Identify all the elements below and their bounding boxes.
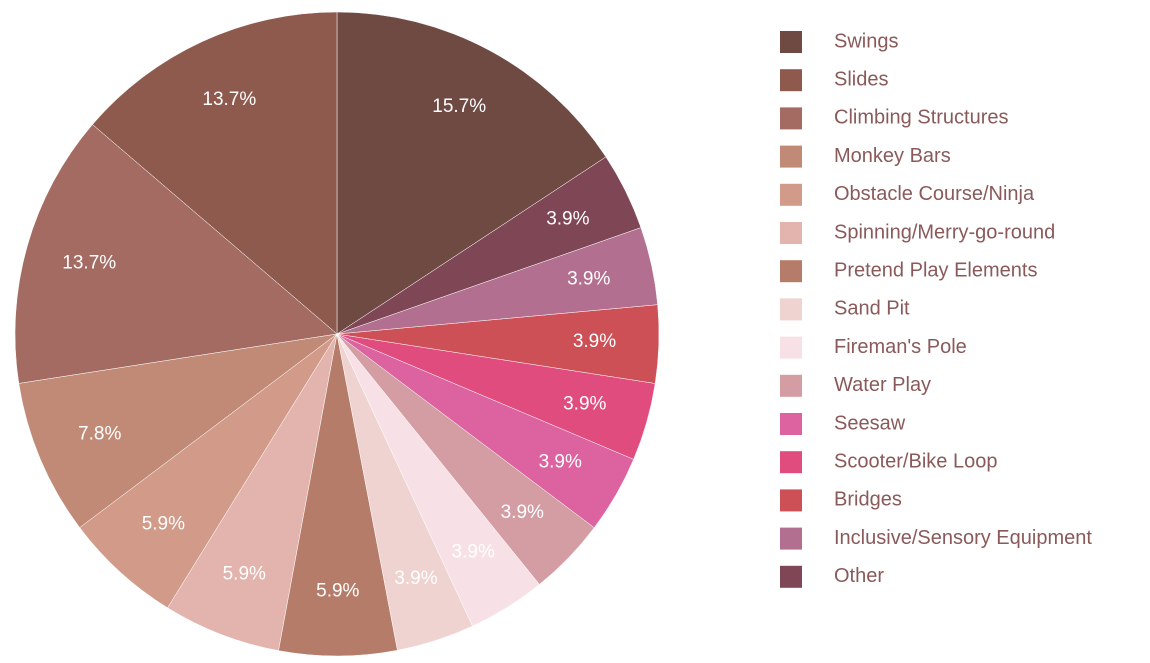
slice-label: 7.8% [78,423,121,444]
slice-label: 3.9% [573,331,616,352]
legend-label: Inclusive/Sensory Equipment [834,527,1092,549]
legend-label: Slides [834,68,888,90]
legend-label: Swings [834,30,898,52]
legend-label: Monkey Bars [834,145,951,167]
legend-swatch [780,222,802,244]
legend-label: Climbing Structures [834,107,1009,129]
legend-swatch [780,145,802,168]
slice-label: 3.9% [452,542,495,563]
legend-label: Seesaw [834,412,906,434]
pie-slice [336,156,642,335]
slice-label: 3.9% [567,268,610,289]
legend-swatch [780,107,802,130]
legend-label: Other [834,565,884,587]
slice-label: 5.9% [316,581,359,602]
legend-swatch [780,298,802,321]
legend-label: Bridges [834,489,902,511]
slice-label: 5.9% [223,563,266,584]
slice-label: 3.9% [563,393,606,414]
pie-slice [92,11,338,335]
slice-label: 13.7% [202,89,256,110]
slice-label: 13.7% [62,253,116,274]
slice-label: 3.9% [546,209,589,230]
legend-swatch [780,413,802,435]
legend-label: Fireman's Pole [834,336,967,358]
legend-label: Obstacle Course/Ninja [834,183,1035,205]
slice-label: 3.9% [539,452,582,473]
pie-slice [14,124,338,384]
slice-label: 3.9% [394,568,437,589]
slice-label: 3.9% [501,502,544,523]
legend-swatch [780,260,802,283]
slice-label: 15.7% [432,96,486,117]
legend-swatch [780,489,802,512]
legend-label: Sand Pit [834,298,910,320]
pie-slice [336,11,607,335]
legend-swatch [780,69,802,92]
pie-slice [18,333,338,529]
legend-label: Scooter/Bike Loop [834,450,997,472]
legend-label: Spinning/Merry-go-round [834,221,1055,243]
legend-swatch [780,527,802,550]
legend-swatch [780,336,802,359]
legend-swatch [780,31,802,53]
legend-swatch [780,451,802,474]
legend-swatch [780,565,802,588]
legend-label: Pretend Play Elements [834,259,1037,281]
legend-label: Water Play [834,374,931,396]
legend-swatch [780,374,802,397]
slice-label: 5.9% [142,513,185,534]
legend-swatch [780,183,802,206]
